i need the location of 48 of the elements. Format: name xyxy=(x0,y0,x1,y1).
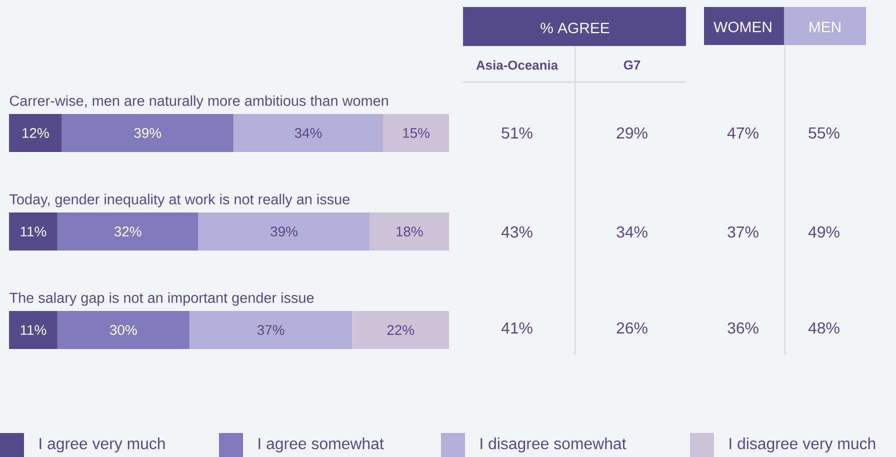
data-label: 39% xyxy=(134,128,162,138)
data-label: 11% xyxy=(20,226,46,236)
text: 37% xyxy=(728,226,758,238)
legend-label: I disagree somewhat xyxy=(480,438,626,452)
text: % AGREE xyxy=(540,22,610,34)
text: 51% xyxy=(502,127,532,139)
text: 55% xyxy=(808,127,840,139)
bar xyxy=(57,310,190,349)
bar xyxy=(370,212,450,250)
text: 49% xyxy=(808,226,840,238)
text: 47% xyxy=(727,127,758,139)
text: 34% xyxy=(616,226,648,238)
data-label: 30% xyxy=(110,325,137,335)
bar xyxy=(198,212,370,250)
data-label: 15% xyxy=(403,128,430,138)
data-label: 37% xyxy=(257,325,284,335)
text: 36% xyxy=(728,322,758,334)
text: 41% xyxy=(501,322,532,334)
bar xyxy=(9,310,58,349)
data-label: 18% xyxy=(396,226,423,236)
text: 43% xyxy=(501,226,532,238)
text: WOMEN xyxy=(714,22,772,32)
bar xyxy=(189,310,352,349)
legend-label: I disagree very much xyxy=(730,438,876,452)
text: G7 xyxy=(624,60,640,70)
text: 48% xyxy=(808,322,840,334)
bar xyxy=(233,114,384,152)
bar xyxy=(62,114,234,152)
data-label: 12% xyxy=(22,128,49,138)
text: Asia-Oceania xyxy=(476,60,558,70)
bar xyxy=(352,310,450,349)
bar xyxy=(383,114,450,152)
y-tick-label: The salary gap is not an important gender issue xyxy=(10,292,314,306)
data-label: 34% xyxy=(294,128,322,138)
data-label: 11% xyxy=(20,325,46,335)
legend-label: I agree somewhat xyxy=(258,438,384,452)
data-label: 39% xyxy=(270,226,298,236)
text: 26% xyxy=(616,322,648,334)
text: 29% xyxy=(616,127,648,139)
bar xyxy=(9,114,62,152)
data-label: 32% xyxy=(114,226,142,236)
legend-label: I agree very much xyxy=(40,438,165,452)
bar xyxy=(57,212,198,250)
bar xyxy=(9,212,58,250)
y-tick-label: Today, gender inequality at work is not really an issue xyxy=(10,194,350,208)
data-label: 22% xyxy=(387,325,414,335)
y-tick-label: Carrer-wise, men are naturally more ambitious than women xyxy=(10,95,388,109)
text: MEN xyxy=(810,22,840,32)
